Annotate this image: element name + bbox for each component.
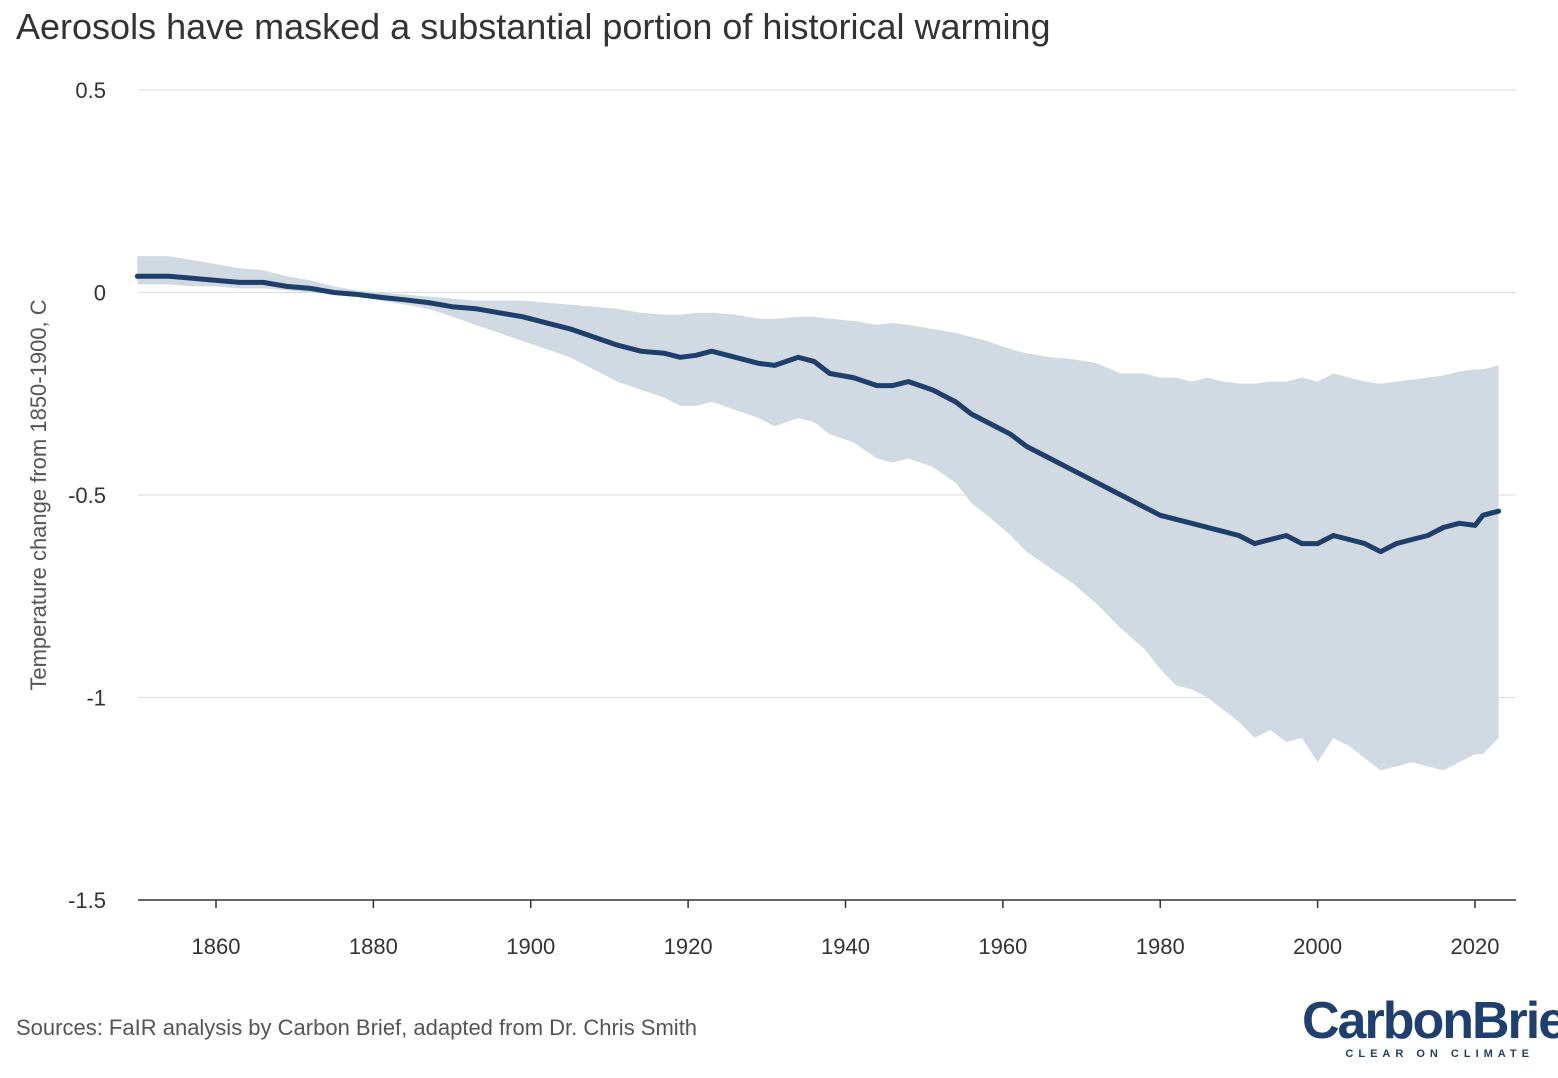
x-tick-label: 1960 bbox=[978, 934, 1027, 959]
y-tick-label: 0 bbox=[94, 281, 106, 306]
source-note: Sources: FaIR analysis by Carbon Brief, … bbox=[16, 1015, 698, 1040]
y-axis-label: Temperature change from 1850-1900, C bbox=[26, 299, 51, 690]
carbon-brief-logo: CarbonBrief CLEAR ON CLIMATE bbox=[1302, 992, 1558, 1062]
axes bbox=[138, 899, 1516, 908]
uncertainty-band bbox=[137, 256, 1499, 771]
y-tick-labels: 0.5 0 -0.5 -1 -1.5 bbox=[68, 78, 106, 913]
y-tick-label: -1 bbox=[86, 686, 106, 711]
uncertainty-band-area bbox=[137, 256, 1499, 771]
chart-title: Aerosols have masked a substantial porti… bbox=[16, 6, 1051, 47]
central-estimate-line bbox=[134, 273, 1502, 555]
logo-tagline: CLEAR ON CLIMATE bbox=[1345, 1048, 1534, 1060]
x-tick-label: 1940 bbox=[821, 934, 870, 959]
x-tick-labels: 1860 1880 1900 1920 1940 1960 1980 2000 2020 bbox=[192, 934, 1500, 959]
x-tick-label: 2020 bbox=[1451, 934, 1500, 959]
x-tick-label: 1900 bbox=[506, 934, 555, 959]
x-tick-label: 1880 bbox=[349, 934, 398, 959]
central-estimate-path bbox=[134, 273, 1502, 555]
x-tick-label: 2000 bbox=[1293, 934, 1342, 959]
x-tick-label: 1920 bbox=[664, 934, 713, 959]
logo-wordmark: CarbonBrief bbox=[1302, 992, 1558, 1050]
x-tick-label: 1980 bbox=[1136, 934, 1185, 959]
y-tick-label: 0.5 bbox=[75, 78, 106, 103]
y-tick-label: -0.5 bbox=[68, 483, 106, 508]
y-tick-label: -1.5 bbox=[68, 888, 106, 913]
x-tick-label: 1860 bbox=[192, 934, 241, 959]
